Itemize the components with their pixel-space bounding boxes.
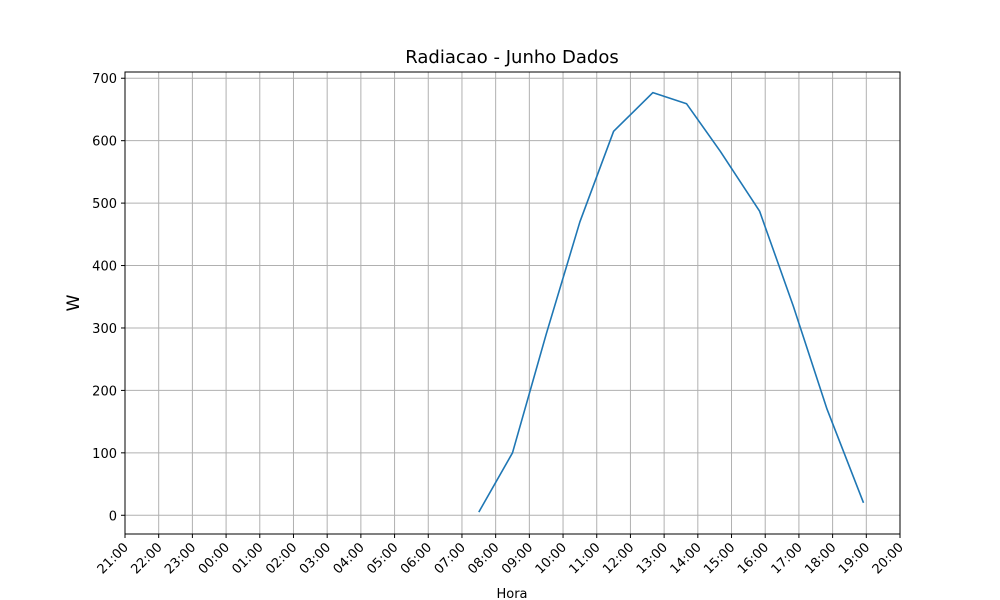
x-tick-label: 07:00 (432, 540, 469, 577)
x-tick-label: 08:00 (465, 540, 502, 577)
plot-frame (124, 71, 901, 535)
x-tick-label: 22:00 (128, 540, 165, 577)
x-tick-label: 00:00 (196, 540, 233, 577)
x-tick-label: 03:00 (297, 540, 334, 577)
y-tick-label: 200 (92, 384, 117, 399)
x-tick-label: 06:00 (398, 540, 435, 577)
x-tick-label: 12:00 (600, 540, 637, 577)
y-tick-label: 0 (109, 509, 117, 524)
x-tick-label: 11:00 (566, 540, 603, 577)
x-tick-label: 05:00 (364, 540, 401, 577)
y-tick-label: 600 (92, 135, 117, 150)
x-tick-label: 17:00 (769, 540, 806, 577)
x-tick-label: 16:00 (735, 540, 772, 577)
series-line (478, 91, 865, 513)
x-tick-label: 20:00 (870, 540, 907, 577)
y-axis-label: W (64, 294, 84, 311)
y-tick-label: 100 (92, 447, 117, 462)
x-tick-label: 09:00 (499, 540, 536, 577)
x-tick-label: 14:00 (668, 540, 705, 577)
x-tick-label: 15:00 (701, 540, 738, 577)
grid (124, 72, 901, 534)
x-tick-label: 10:00 (533, 540, 570, 577)
y-tick-label: 400 (92, 260, 117, 275)
x-tick-label: 18:00 (802, 540, 839, 577)
x-axis: 21:0022:0023:0000:0001:0002:0003:0004:00… (95, 534, 907, 577)
x-axis-label: Hora (496, 587, 527, 600)
y-tick-label: 700 (92, 72, 117, 87)
y-tick-label: 300 (92, 322, 117, 337)
x-tick-label: 21:00 (95, 540, 132, 577)
y-tick-label: 500 (92, 197, 117, 212)
x-tick-label: 23:00 (162, 540, 199, 577)
chart-title: Radiacao - Junho Dados (405, 47, 618, 68)
x-tick-label: 01:00 (230, 540, 267, 577)
x-tick-label: 13:00 (634, 540, 671, 577)
x-tick-label: 04:00 (331, 540, 368, 577)
x-tick-label: 19:00 (836, 540, 873, 577)
y-axis: 0 100 200 300 400 500 600 700 (92, 72, 125, 524)
plot-area (478, 91, 865, 513)
x-tick-label: 02:00 (263, 540, 300, 577)
